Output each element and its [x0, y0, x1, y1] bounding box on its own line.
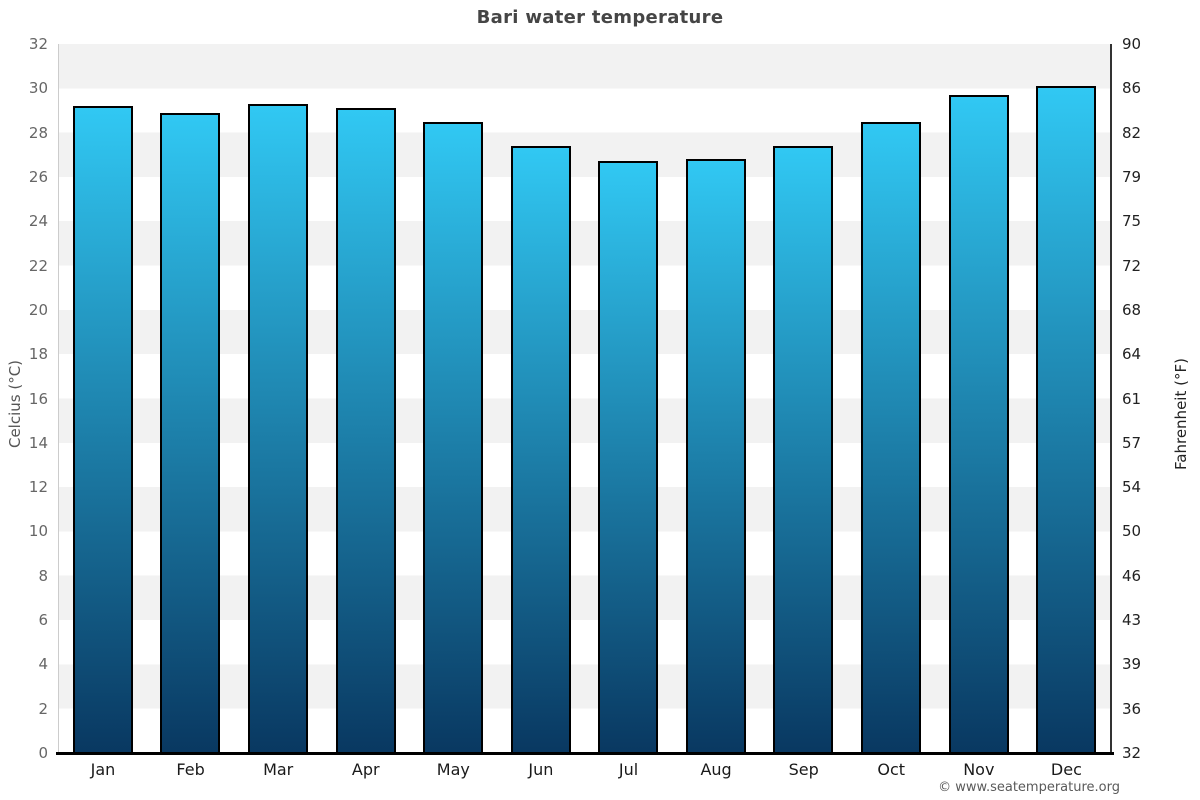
x-tick-label: Apr	[351, 760, 380, 779]
y-tick-label-celsius: 30	[28, 79, 48, 98]
x-tick-label: Oct	[877, 760, 906, 779]
bar-may	[423, 121, 484, 753]
y-tick-label-celsius: 28	[28, 123, 48, 142]
y-tick-label-fahrenheit: 36	[1122, 699, 1142, 718]
x-tick-label: Aug	[700, 760, 732, 779]
bar-dec	[1036, 86, 1097, 753]
y-tick-label-celsius: 20	[28, 300, 48, 319]
bar-apr	[335, 108, 396, 753]
y-tick-label-fahrenheit: 46	[1122, 566, 1142, 585]
x-tick-label: Jan	[90, 760, 116, 779]
y-tick-label-fahrenheit: 75	[1122, 212, 1142, 231]
y-tick-label-celsius: 14	[28, 433, 48, 452]
y-tick-label-fahrenheit: 61	[1122, 389, 1142, 408]
y-tick-label-fahrenheit: 50	[1122, 522, 1142, 541]
y-tick-label-celsius: 18	[28, 345, 48, 364]
y-tick-label-celsius: 24	[28, 212, 48, 231]
y-tick-label-celsius: 2	[38, 699, 48, 718]
x-tick-label: Sep	[788, 760, 819, 779]
y-tick-label-celsius: 16	[28, 389, 48, 408]
bar-jun	[510, 145, 571, 753]
x-tick-label: Nov	[963, 760, 995, 779]
bar-mar	[247, 103, 308, 753]
y-tick-label-fahrenheit: 82	[1122, 123, 1142, 142]
y-axis-right-line	[1110, 44, 1112, 753]
x-axis-line	[56, 752, 1114, 755]
y-tick-label-fahrenheit: 43	[1122, 611, 1142, 630]
y-tick-label-celsius: 26	[28, 167, 48, 186]
y-tick-label-celsius: 4	[38, 655, 48, 674]
plot-area	[59, 44, 1110, 753]
y-tick-label-celsius: 12	[28, 478, 48, 497]
y-axis-left-line	[58, 44, 59, 753]
bar-sep	[773, 145, 834, 753]
x-tick-label: Mar	[263, 760, 294, 779]
x-tick-label: Feb	[176, 760, 205, 779]
y-tick-label-fahrenheit: 68	[1122, 300, 1142, 319]
y-tick-label-fahrenheit: 72	[1122, 256, 1142, 275]
y-tick-label-fahrenheit: 64	[1122, 345, 1142, 364]
y-tick-label-fahrenheit: 79	[1122, 167, 1142, 186]
copyright-link[interactable]: © www.seatemperature.org	[938, 780, 1120, 795]
x-tick-label: Jun	[528, 760, 554, 779]
bar-jul	[598, 161, 659, 753]
bar-feb	[160, 112, 221, 753]
chart-title: Bari water temperature	[476, 7, 724, 28]
bar-aug	[685, 159, 746, 753]
y-tick-label-fahrenheit: 86	[1122, 79, 1142, 98]
y-tick-label-celsius: 8	[38, 566, 48, 585]
bar-jan	[72, 106, 133, 753]
y-tick-label-fahrenheit: 39	[1122, 655, 1142, 674]
y-tick-label-celsius: 10	[28, 522, 48, 541]
y-tick-label-celsius: 22	[28, 256, 48, 275]
y-tick-label-fahrenheit: 54	[1122, 478, 1142, 497]
y-tick-label-celsius: 0	[38, 744, 48, 762]
x-tick-label: Dec	[1050, 760, 1082, 779]
y-axis-label-fahrenheit: Fahrenheit (°F)	[1172, 358, 1190, 470]
y-tick-label-fahrenheit: 57	[1122, 433, 1142, 452]
bar-oct	[861, 121, 922, 753]
y-tick-label-celsius: 32	[28, 35, 48, 53]
y-tick-label-fahrenheit: 90	[1122, 35, 1142, 53]
y-tick-label-fahrenheit: 32	[1122, 744, 1142, 762]
x-tick-label: Jul	[618, 760, 639, 779]
x-tick-label: May	[436, 760, 470, 779]
y-tick-label-celsius: 6	[38, 611, 48, 630]
bar-nov	[948, 94, 1009, 753]
